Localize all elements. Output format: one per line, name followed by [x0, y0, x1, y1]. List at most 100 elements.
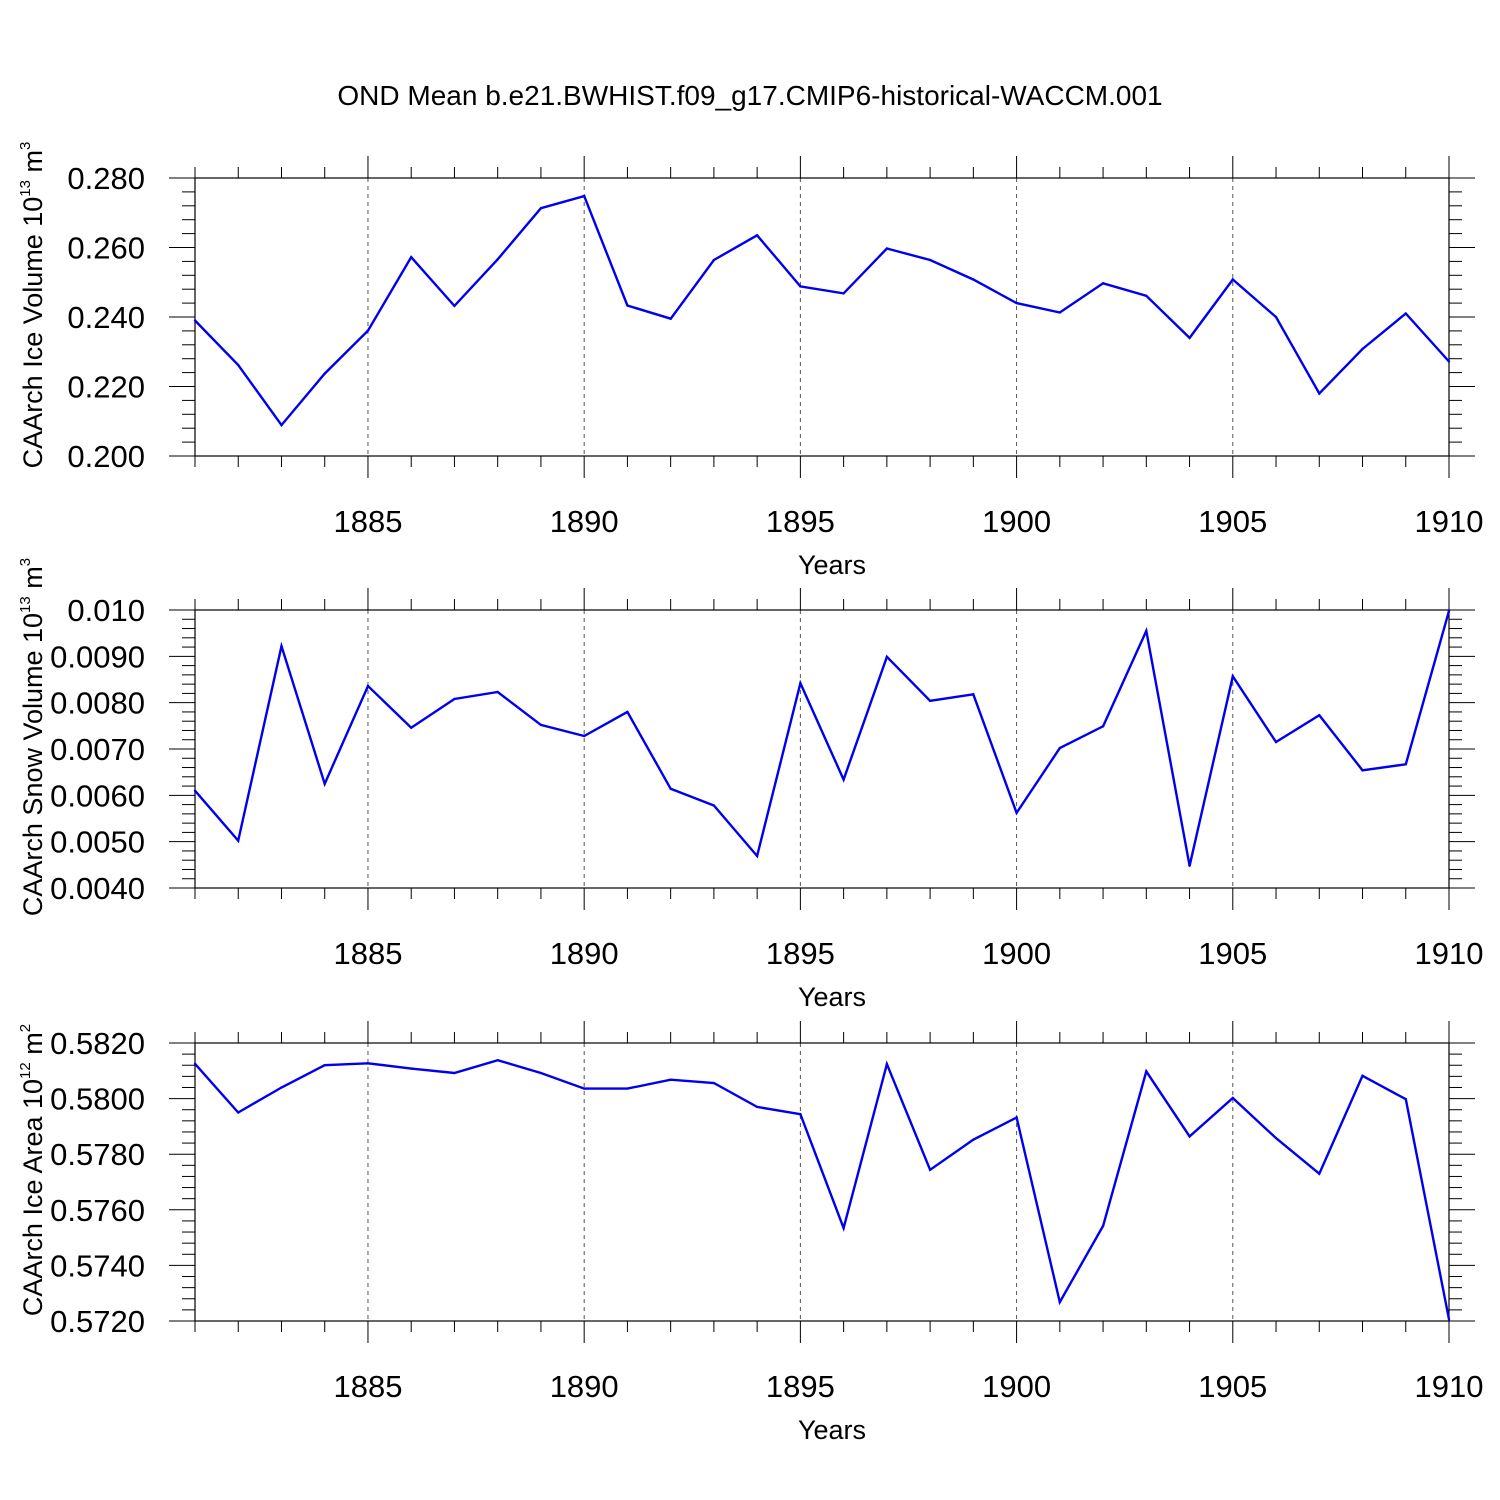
data-point: [755, 1105, 759, 1109]
data-point: [755, 854, 759, 858]
data-point: [1404, 312, 1407, 315]
x-tick-label: 1910: [1415, 504, 1484, 539]
panel-2: 1885 1890 1895 1900 1905 1910 0.0040 0.0050 0.00…: [17, 558, 1483, 1012]
data-point: [1274, 1136, 1278, 1140]
data-point: [1188, 336, 1191, 340]
data-point: [496, 258, 499, 261]
data-point: [453, 304, 456, 308]
data-point: [755, 234, 759, 237]
y-tick-label: 0.260: [67, 231, 145, 266]
data-point: [1015, 1116, 1018, 1119]
y-axis-label-unit-exponent: 3: [17, 142, 34, 150]
data-point: [1274, 740, 1278, 744]
plot-frame: [194, 177, 1450, 457]
data-point: [496, 690, 499, 694]
data-point: [928, 258, 932, 262]
data-point: [1447, 609, 1451, 613]
y-tick-label: 0.240: [67, 300, 145, 335]
y-tick-label: 0.280: [67, 161, 145, 196]
x-tick-label: 1910: [1415, 1369, 1484, 1404]
data-point: [1361, 347, 1364, 351]
panel-1: 1885 1890 1895 1900 1905 1910 0.200 0.220 0.240 0…: [17, 142, 1483, 580]
data-point: [582, 734, 586, 738]
y-axis-label-unit: m: [18, 1032, 48, 1062]
y-axis-label-unit: m: [18, 150, 48, 180]
data-point: [669, 787, 672, 791]
x-axis-label: Years: [798, 982, 866, 1012]
data-point: [366, 684, 370, 688]
y-tick-label: 0.5820: [50, 1026, 145, 1061]
data-point: [410, 726, 413, 729]
data-point: [626, 1087, 629, 1090]
data-point: [193, 319, 197, 322]
data-point: [410, 256, 413, 259]
data-point: [237, 839, 240, 842]
data-point: [539, 207, 543, 210]
data-point: [366, 1062, 370, 1065]
y-tick-label: 0.0070: [50, 732, 145, 767]
data-point: [885, 655, 889, 658]
data-point: [1058, 746, 1062, 750]
data-point: [972, 278, 975, 281]
x-tick-label: 1885: [333, 504, 402, 539]
data-point: [1015, 301, 1018, 305]
data-point: [1058, 1300, 1062, 1304]
x-tick-label: 1910: [1415, 936, 1484, 971]
data-point: [237, 1111, 240, 1114]
y-axis-label-unit-exponent: 2: [17, 1024, 34, 1032]
x-tick-label: 1890: [550, 936, 619, 971]
data-point: [582, 1087, 586, 1090]
data-point: [712, 258, 716, 262]
data-point: [1145, 629, 1148, 633]
data-point: [1318, 1172, 1321, 1175]
data-point: [323, 782, 326, 785]
y-axis-label-exponent: 12: [17, 1062, 34, 1079]
data-point: [1145, 294, 1148, 298]
data-point: [842, 778, 845, 781]
data-point: [323, 1064, 326, 1067]
x-tick-label: 1890: [550, 1369, 619, 1404]
x-tick-label: 1905: [1198, 504, 1267, 539]
y-tick-label: 0.5720: [50, 1304, 145, 1339]
data-point: [669, 1078, 672, 1081]
y-tick-label: 0.5800: [50, 1082, 145, 1117]
data-point: [280, 644, 283, 648]
x-tick-label: 1905: [1198, 936, 1267, 971]
x-tick-label: 1890: [550, 504, 619, 539]
data-point: [193, 1062, 197, 1066]
data-point: [453, 697, 456, 701]
data-point: [280, 1086, 283, 1089]
data-point: [1188, 1135, 1191, 1138]
data-point: [1231, 675, 1234, 678]
plot-frame: [194, 1042, 1450, 1322]
y-axis-label-unit: m: [18, 566, 48, 596]
data-point: [410, 1067, 413, 1070]
y-axis-label-unit-exponent: 3: [17, 558, 34, 566]
data-point: [1101, 725, 1105, 728]
data-point: [885, 247, 889, 250]
data-point: [582, 194, 586, 198]
data-point: [972, 693, 975, 696]
data-point: [1188, 864, 1191, 867]
chart-title: OND Mean b.e21.BWHIST.f09_g17.CMIP6-hist…: [337, 80, 1162, 111]
y-axis-label-text: CAArch Ice Volume 10: [18, 197, 48, 469]
y-tick-label: 0.0040: [50, 871, 145, 906]
data-point: [669, 317, 672, 320]
data-point: [1015, 811, 1018, 815]
data-point: [626, 710, 629, 714]
plot-frame: [194, 609, 1450, 889]
data-point: [1101, 1224, 1105, 1228]
y-tick-label: 0.5760: [50, 1193, 145, 1228]
y-axis-label-exponent: 13: [17, 596, 34, 613]
data-point: [972, 1138, 975, 1141]
y-tick-label: 0.5780: [50, 1137, 145, 1172]
data-point: [193, 789, 197, 792]
data-point: [1361, 1074, 1364, 1078]
data-point: [799, 682, 802, 685]
data-point: [1145, 1070, 1148, 1073]
x-tick-label: 1895: [766, 936, 835, 971]
data-point: [1274, 315, 1278, 319]
data-point: [1447, 360, 1451, 363]
